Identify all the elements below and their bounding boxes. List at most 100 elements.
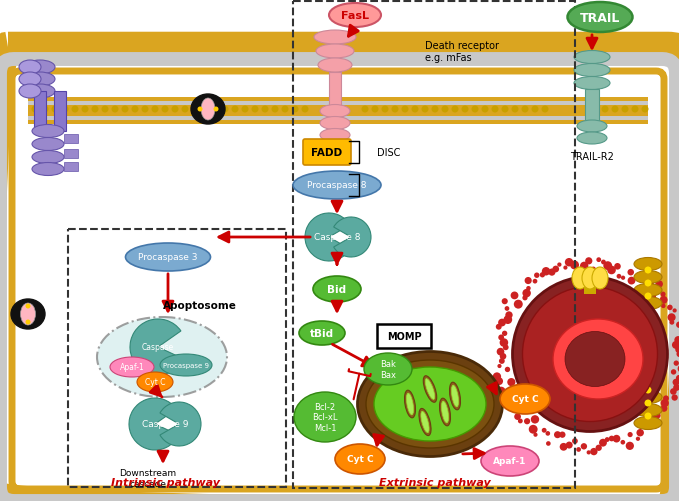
Text: Procaspase 9: Procaspase 9 (163, 362, 209, 368)
Circle shape (673, 379, 679, 386)
Circle shape (525, 278, 532, 285)
Circle shape (548, 269, 555, 276)
Ellipse shape (592, 268, 608, 290)
Ellipse shape (314, 31, 356, 45)
Circle shape (614, 264, 621, 270)
Circle shape (639, 272, 643, 276)
Circle shape (242, 106, 249, 113)
Circle shape (661, 304, 665, 309)
Circle shape (401, 106, 409, 113)
Circle shape (564, 266, 568, 270)
Circle shape (361, 106, 369, 113)
Circle shape (532, 106, 538, 113)
Text: Bak
Bax: Bak Bax (380, 360, 396, 379)
Circle shape (462, 106, 469, 113)
Circle shape (540, 273, 545, 278)
Circle shape (580, 262, 589, 271)
Ellipse shape (577, 121, 607, 133)
Circle shape (232, 106, 238, 113)
Circle shape (221, 106, 229, 113)
Circle shape (602, 106, 608, 113)
Circle shape (71, 106, 79, 113)
Circle shape (504, 307, 509, 311)
Circle shape (52, 106, 58, 113)
Circle shape (541, 106, 549, 113)
Text: Downstream
cascade: Downstream cascade (120, 468, 177, 488)
Text: MOMP: MOMP (386, 331, 421, 341)
Circle shape (570, 261, 579, 270)
Circle shape (382, 106, 388, 113)
Ellipse shape (574, 64, 610, 77)
Ellipse shape (553, 319, 643, 399)
Bar (293, 2, 575, 488)
Circle shape (301, 106, 308, 113)
Circle shape (650, 416, 659, 424)
Circle shape (650, 294, 656, 301)
Circle shape (511, 106, 519, 113)
Circle shape (559, 432, 566, 438)
Circle shape (411, 106, 418, 113)
Ellipse shape (11, 300, 45, 329)
FancyBboxPatch shape (303, 140, 351, 166)
Ellipse shape (329, 4, 381, 28)
Circle shape (26, 304, 31, 309)
Ellipse shape (19, 85, 41, 99)
Circle shape (636, 429, 644, 436)
Ellipse shape (523, 287, 657, 422)
Ellipse shape (299, 321, 345, 345)
Circle shape (678, 351, 679, 358)
Circle shape (554, 431, 561, 438)
Ellipse shape (634, 404, 662, 417)
Circle shape (534, 433, 538, 437)
Circle shape (607, 266, 616, 275)
Ellipse shape (25, 85, 55, 99)
Ellipse shape (191, 95, 225, 125)
Ellipse shape (572, 268, 588, 290)
Circle shape (612, 435, 621, 442)
Text: TRAIL: TRAIL (580, 12, 620, 25)
Ellipse shape (316, 45, 354, 59)
Circle shape (644, 267, 651, 274)
Ellipse shape (318, 59, 352, 73)
Circle shape (644, 413, 651, 420)
Circle shape (674, 336, 679, 344)
Circle shape (626, 442, 634, 450)
Wedge shape (305, 213, 350, 262)
Wedge shape (129, 398, 179, 450)
Circle shape (122, 106, 128, 113)
Circle shape (291, 106, 299, 113)
Ellipse shape (419, 409, 431, 436)
Circle shape (441, 106, 449, 113)
Circle shape (609, 436, 614, 441)
Circle shape (646, 282, 655, 291)
Circle shape (62, 106, 69, 113)
Circle shape (627, 270, 634, 276)
Circle shape (672, 395, 678, 401)
Circle shape (422, 106, 428, 113)
Circle shape (534, 273, 540, 279)
Ellipse shape (32, 151, 64, 164)
Circle shape (41, 106, 48, 113)
Circle shape (431, 106, 439, 113)
Circle shape (670, 388, 677, 395)
Ellipse shape (439, 398, 450, 426)
Ellipse shape (19, 61, 41, 75)
Ellipse shape (423, 376, 437, 402)
Ellipse shape (634, 391, 662, 404)
Circle shape (503, 316, 512, 324)
Circle shape (492, 106, 498, 113)
Circle shape (667, 314, 676, 322)
Circle shape (546, 441, 551, 446)
Ellipse shape (449, 382, 460, 410)
Circle shape (655, 412, 661, 419)
Ellipse shape (634, 258, 662, 271)
Ellipse shape (358, 352, 502, 456)
Ellipse shape (574, 52, 610, 64)
Text: Cyt C: Cyt C (512, 395, 538, 404)
Wedge shape (130, 319, 183, 375)
Circle shape (503, 345, 509, 351)
Circle shape (672, 341, 679, 349)
Circle shape (531, 415, 539, 424)
Circle shape (642, 106, 648, 113)
Circle shape (481, 106, 488, 113)
